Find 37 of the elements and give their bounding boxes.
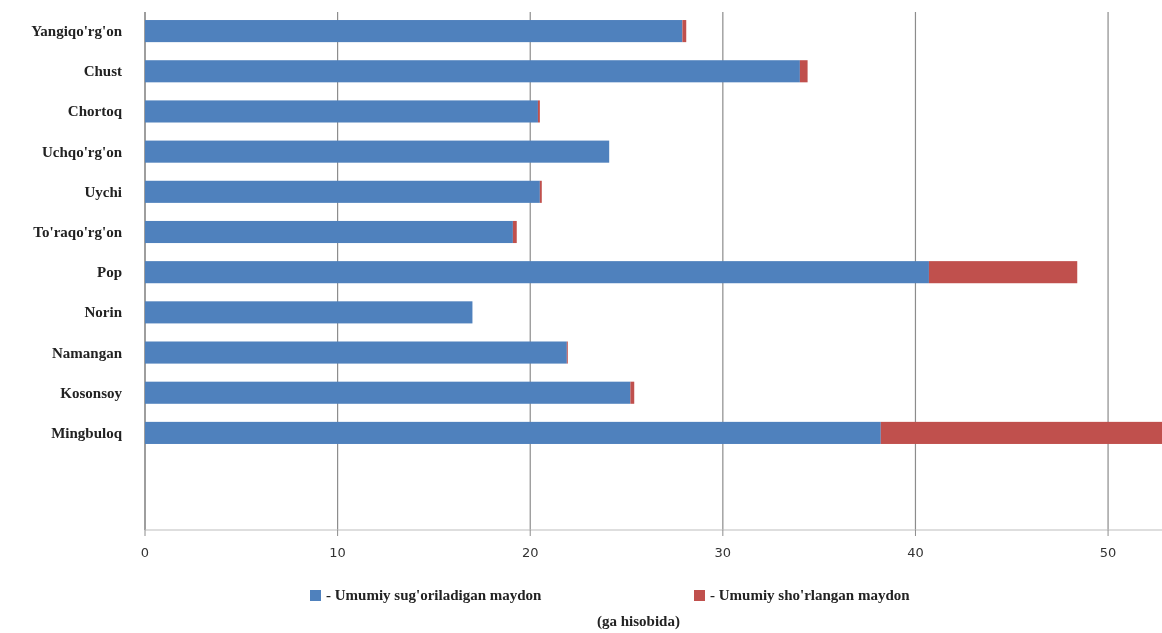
bar	[145, 261, 929, 284]
y-tick-label: Mingbuloq	[51, 424, 123, 441]
bar	[880, 421, 1162, 444]
bar	[928, 261, 1078, 284]
bar	[145, 20, 683, 43]
y-tick-label: To'raqo'rg'on	[33, 224, 123, 240]
y-tick-label: Yangiqo'rg'on	[31, 23, 123, 40]
legend-label: - Umumiy sug'oriladigan maydon	[326, 587, 543, 603]
y-tick-label: Chortoq	[67, 103, 123, 120]
x-tick-label: 10	[329, 545, 346, 560]
x-tick-label: 40	[907, 545, 924, 560]
x-tick-label: 30	[714, 545, 732, 560]
bar	[145, 421, 881, 444]
bar	[145, 220, 513, 244]
y-tick-label: Norin	[84, 304, 123, 321]
y-tick-label: Pop	[96, 264, 122, 281]
x-tick-label: 0	[140, 545, 150, 560]
y-tick-label: Kosonsoy	[60, 384, 123, 401]
bar	[682, 20, 687, 43]
x-tick-label: 50	[1099, 545, 1117, 560]
y-tick-label: Uychi	[84, 183, 122, 200]
bar	[145, 100, 538, 123]
bar	[799, 60, 808, 83]
bar	[145, 60, 800, 83]
bar	[630, 381, 635, 404]
bar	[145, 301, 473, 324]
bar	[145, 341, 567, 364]
x-tick-label: 20	[521, 545, 539, 560]
bar	[145, 381, 631, 404]
bar	[512, 220, 517, 244]
bar	[145, 140, 610, 163]
legend-label: - Umumiy sho'rlangan maydon	[710, 587, 911, 603]
x-axis-title: (ga hisobida)	[597, 613, 680, 630]
bar	[145, 180, 540, 203]
y-tick-label: Namangan	[51, 344, 123, 361]
y-tick-label: Uchqo'rg'on	[41, 143, 123, 160]
y-tick-label: Chust	[83, 63, 122, 80]
